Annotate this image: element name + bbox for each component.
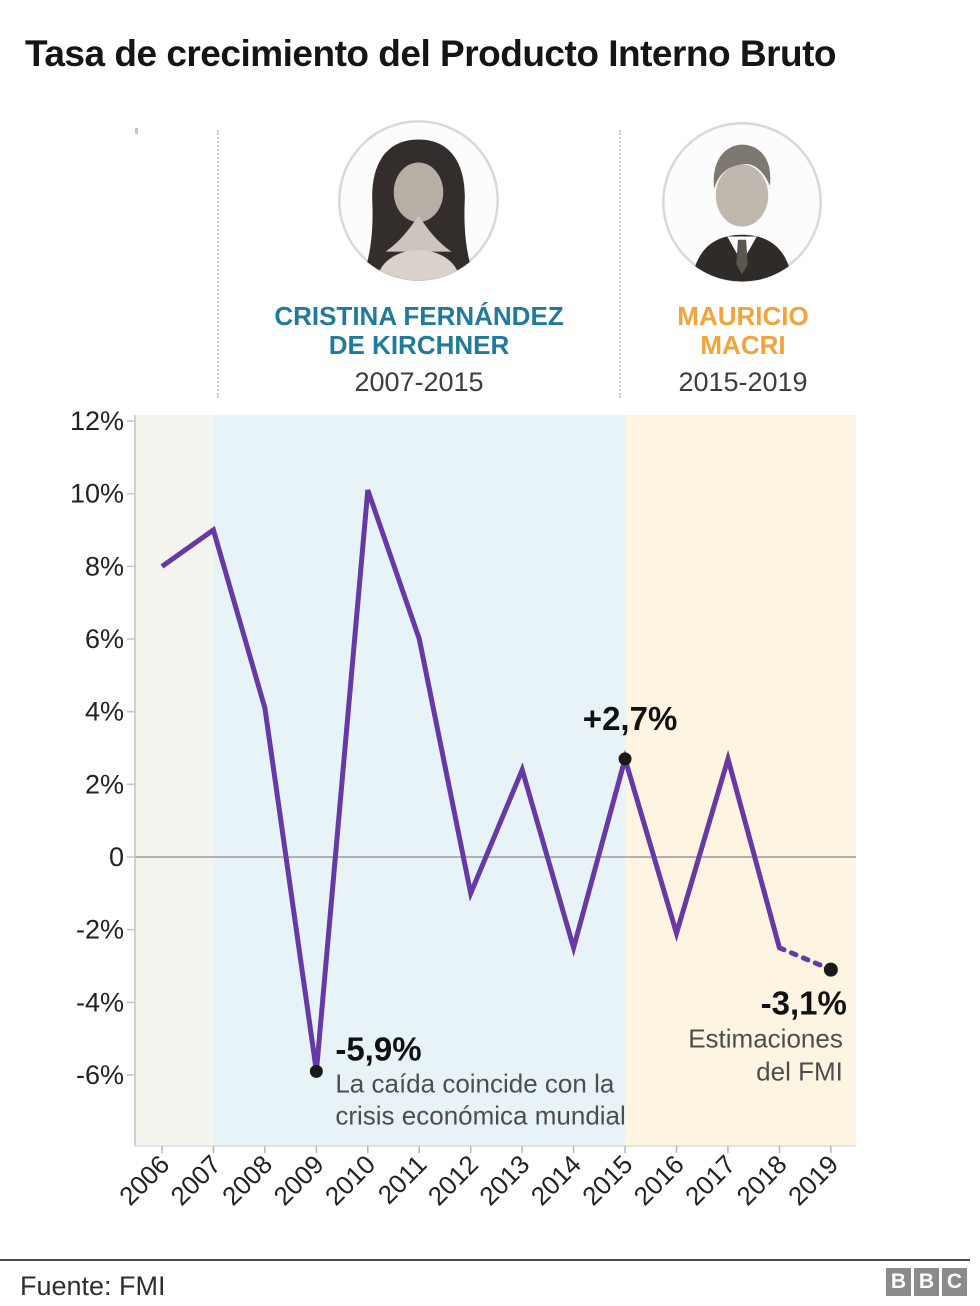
gdp-line-estimated (776, 945, 834, 973)
x-axis-tick-label: 2014 (525, 1149, 587, 1211)
annotation-value-2019: -3,1% (761, 985, 847, 1022)
dotted-separator-left (217, 130, 219, 398)
bbc-logo-block: B (914, 1268, 939, 1296)
president-name-line: CRISTINA FERNÁNDEZ (274, 301, 564, 331)
data-point-dot-2019 (823, 962, 838, 977)
annotation-note-line: del FMI (756, 1057, 843, 1087)
y-axis-tick-label: 6% (85, 624, 124, 654)
gdp-line (160, 489, 782, 1072)
x-axis-tick-label: 2013 (473, 1149, 535, 1211)
x-axis-tick-label: 2017 (679, 1149, 741, 1211)
x-axis-tick-label: 2006 (113, 1149, 175, 1211)
x-axis-tick-label: 2018 (731, 1149, 793, 1211)
president-name-line: MAURICIO (677, 301, 809, 331)
x-axis-tick-label: 2011 (372, 1149, 433, 1210)
annotation-note-line: La caída coincide con la (335, 1068, 615, 1098)
annotation-note-line: Estimaciones (688, 1024, 843, 1054)
data-point-dot-2015 (618, 752, 632, 766)
x-axis-tick-label: 2019 (782, 1149, 844, 1211)
x-axis-tick-label: 2009 (267, 1149, 329, 1211)
page-title: Tasa de crecimiento del Producto Interno… (25, 33, 837, 74)
president-name-macri: MAURICIO MACRI (622, 302, 864, 360)
footer-divider (0, 1259, 970, 1261)
bbc-logo-block: B (886, 1268, 911, 1296)
bbc-logo: B B C (886, 1268, 967, 1296)
data-point-dot-2009 (309, 1064, 323, 1078)
woman-portrait-silhouette-icon (338, 120, 499, 281)
y-axis-tick-label: 8% (85, 551, 124, 581)
y-axis-tick-label: 2% (85, 769, 124, 799)
chart-band-macri-term (625, 415, 856, 1146)
dotted-separator-right (619, 130, 621, 398)
y-axis-tick-label: -6% (76, 1060, 124, 1090)
chart-band-pre-kirchner (135, 415, 214, 1146)
mauricio-macri-portrait (660, 120, 824, 284)
x-axis-tick-label: 2007 (165, 1149, 227, 1211)
y-axis-tick-label: 12% (70, 406, 124, 436)
president-name-kirchner: CRISTINA FERNÁNDEZ DE KIRCHNER (238, 302, 600, 360)
y-axis-tick-label: -2% (76, 915, 124, 945)
chart-band-kirchner-term (213, 415, 626, 1146)
bbc-logo-block: C (942, 1268, 967, 1296)
y-axis-tick-label: 4% (85, 697, 124, 727)
annotation-value-2015: +2,7% (583, 700, 678, 737)
source-label: Fuente: FMI (20, 1271, 166, 1301)
x-axis-tick-label: 2008 (216, 1149, 278, 1211)
annotation-note-line: crisis económica mundial (335, 1100, 625, 1130)
president-term-macri: 2015-2019 (678, 367, 808, 397)
cristina-fernandez-portrait (336, 118, 501, 283)
y-axis-tick-label: 10% (70, 479, 124, 509)
x-axis-tick-label: 2015 (576, 1149, 638, 1211)
president-name-line: DE KIRCHNER (328, 330, 510, 360)
annotation-value-2009: -5,9% (335, 1030, 421, 1067)
president-name-line: MACRI (700, 330, 786, 360)
x-axis-tick-label: 2016 (628, 1149, 690, 1211)
dotted-line-fragment (135, 128, 138, 134)
man-portrait-silhouette-icon (662, 122, 822, 282)
x-axis-tick-label: 2012 (422, 1149, 484, 1211)
x-axis-tick-label: 2010 (319, 1149, 381, 1211)
president-term-kirchner: 2007-2015 (354, 367, 484, 397)
y-axis-tick-label: -4% (76, 987, 124, 1017)
y-axis-tick-label: 0 (109, 842, 124, 872)
